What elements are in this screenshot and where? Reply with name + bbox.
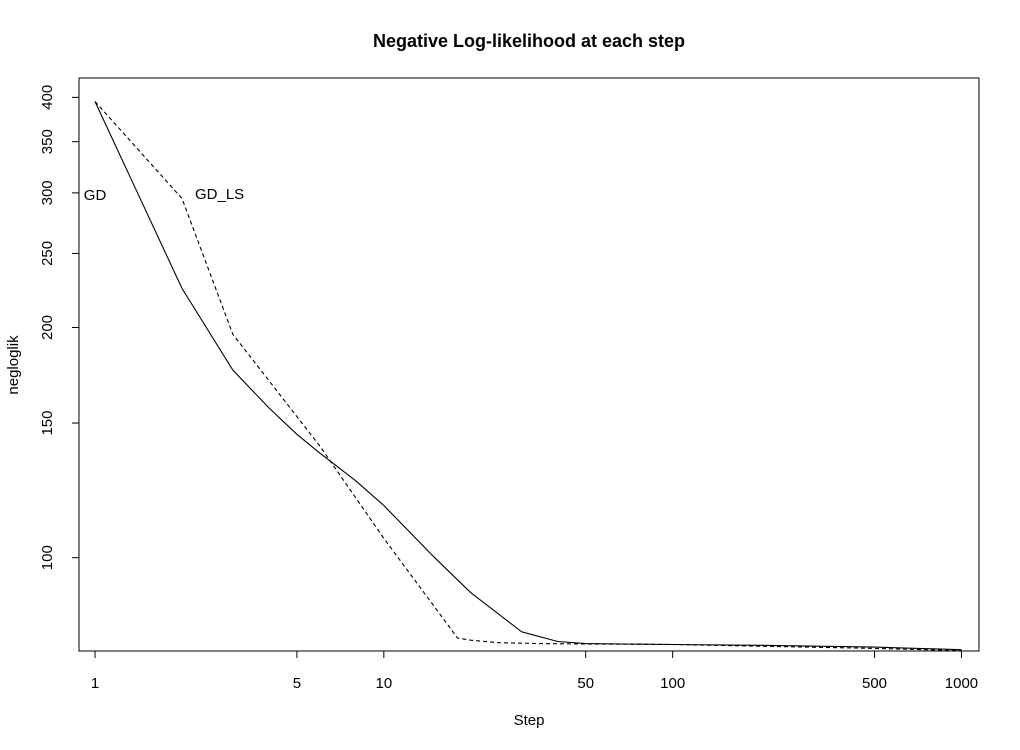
plot-frame: [78, 77, 980, 652]
x-tick-label: 50: [577, 675, 594, 692]
y-tick-label: 250: [39, 241, 56, 266]
y-tick-label: 100: [39, 545, 56, 570]
chart-title: Negative Log-likelihood at each step: [373, 31, 685, 51]
x-tick-label: 500: [862, 675, 887, 692]
annotations: GD GD_LS: [84, 186, 244, 204]
x-tick-label: 10: [376, 675, 393, 692]
x-tick-label: 100: [660, 675, 685, 692]
y-tick-label: 350: [39, 129, 56, 154]
x-axis: 1 5 10 50 100 500 1000: [91, 650, 978, 692]
annotation-label: GD: [84, 187, 107, 204]
annotation-label: GD_LS: [195, 186, 244, 203]
y-tick-label: 300: [39, 180, 56, 205]
y-axis: 100 150 200 250 300 350 400: [39, 85, 80, 570]
y-tick-label: 150: [39, 411, 56, 436]
series-solid-line: [94, 101, 962, 651]
series-dashed-line: [94, 101, 962, 652]
x-tick-label: 5: [293, 675, 301, 692]
y-tick-label: 400: [39, 85, 56, 110]
y-tick-label: 200: [39, 315, 56, 340]
x-axis-label: Step: [514, 712, 545, 729]
series-group: [94, 101, 962, 652]
y-axis-label: negloglik: [5, 335, 22, 395]
x-tick-label: 1: [91, 675, 99, 692]
x-tick-label: 1000: [945, 675, 978, 692]
